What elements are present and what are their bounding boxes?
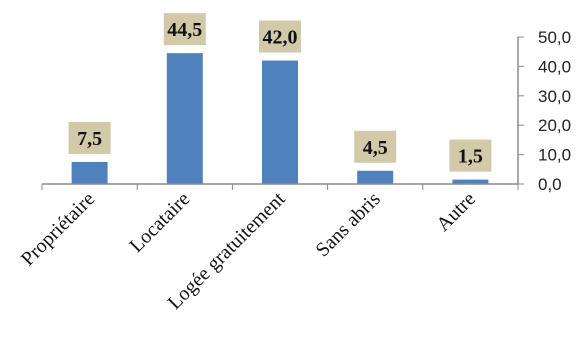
data-label: 44,5 [167, 19, 202, 41]
data-label-box [354, 130, 397, 163]
y-tick-label: 20,0 [538, 116, 571, 135]
data-label-box [163, 13, 206, 46]
bars-group [71, 53, 489, 184]
bar-3 [262, 60, 298, 184]
y-tick-label: 0,0 [538, 175, 562, 194]
data-label: 4,5 [363, 137, 388, 159]
bar-4 [357, 170, 394, 184]
category-label: Locataire [125, 188, 194, 257]
bar-1 [71, 161, 108, 184]
data-label: 42,0 [263, 27, 298, 49]
bar-5 [452, 179, 489, 184]
y-tick-label: 50,0 [538, 28, 571, 47]
y-tick-label: 40,0 [538, 57, 571, 76]
y-tick-label: 30,0 [538, 87, 571, 106]
data-label: 1,5 [458, 146, 483, 168]
data-label: 7,5 [77, 128, 102, 150]
category-label: Sans abris [311, 188, 384, 261]
data-label-box [259, 20, 301, 53]
axes-group: 0,0 10,0 20,0 30,0 40,0 50,0 [41, 28, 571, 194]
data-label-box [449, 139, 492, 172]
category-label: Propriétaire [17, 188, 99, 270]
category-label: Autre [432, 188, 480, 236]
data-label-box [68, 121, 111, 154]
y-tick-label: 10,0 [538, 146, 571, 165]
bar-2 [166, 53, 203, 184]
